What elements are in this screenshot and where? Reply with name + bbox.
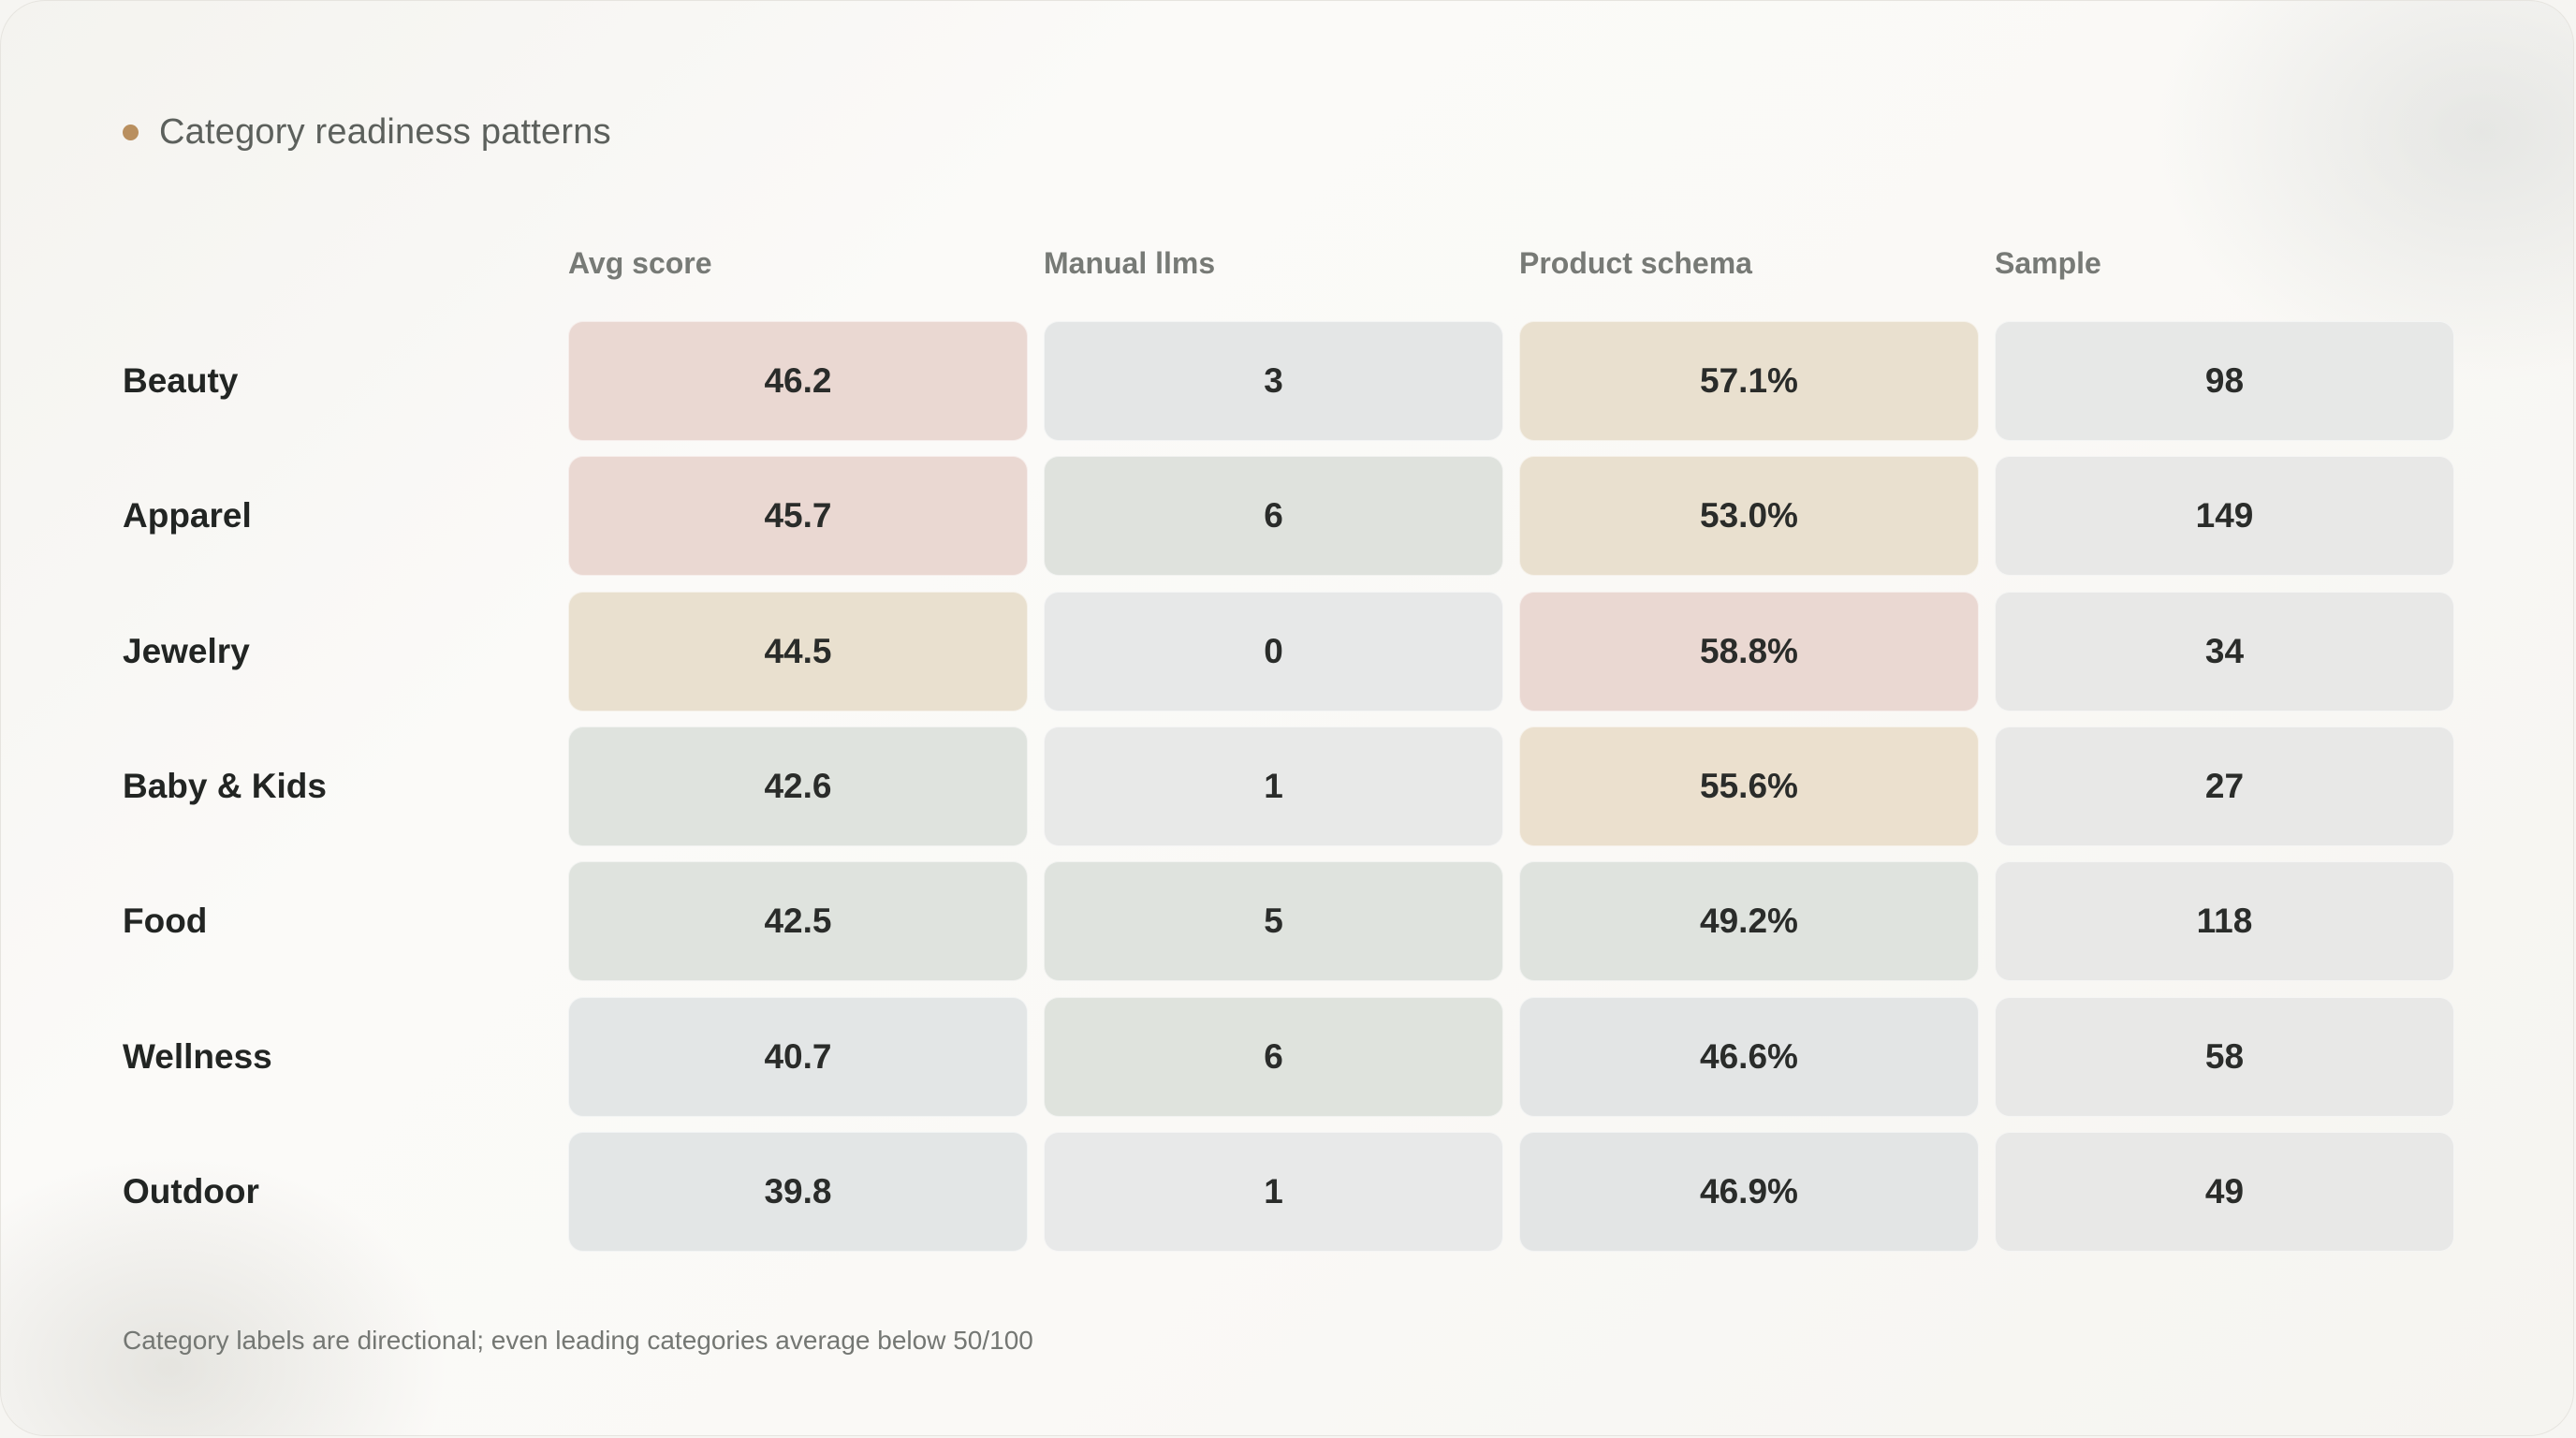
manual-llms-cell: 3	[1044, 321, 1503, 441]
sample-cell: 34	[1995, 592, 2454, 712]
sample-cell: 27	[1995, 726, 2454, 846]
product-schema-cell: 46.9%	[1519, 1132, 1979, 1252]
row-label: Apparel	[123, 496, 252, 535]
row-label: Baby & Kids	[123, 767, 327, 805]
manual-llms-cell: 6	[1044, 997, 1503, 1117]
product-schema-cell: 55.6%	[1519, 726, 1979, 846]
sample-cell: 58	[1995, 997, 2454, 1117]
sample-cell: 49	[1995, 1132, 2454, 1252]
sample-cell: 149	[1995, 456, 2454, 576]
row-label: Food	[123, 902, 208, 940]
row-label: Jewelry	[123, 632, 250, 670]
chart-title-row: Category readiness patterns	[123, 106, 611, 158]
row-label: Wellness	[123, 1037, 272, 1076]
row-label: Outdoor	[123, 1172, 259, 1211]
manual-llms-cell: 1	[1044, 726, 1503, 846]
footnote: Category labels are directional; even le…	[123, 1326, 1033, 1355]
manual-llms-cell: 5	[1044, 861, 1503, 981]
sample-cell: 118	[1995, 861, 2454, 981]
avg-score-cell: 39.8	[568, 1132, 1028, 1252]
column-header-product-schema: Product schema	[1519, 246, 1752, 280]
product-schema-cell: 53.0%	[1519, 456, 1979, 576]
product-schema-cell: 57.1%	[1519, 321, 1979, 441]
avg-score-cell: 45.7	[568, 456, 1028, 576]
chart-title: Category readiness patterns	[159, 111, 611, 152]
manual-llms-cell: 1	[1044, 1132, 1503, 1252]
title-dot-icon	[123, 124, 139, 140]
product-schema-cell: 46.6%	[1519, 997, 1979, 1117]
row-label: Beauty	[123, 361, 239, 400]
column-header-manual-llms: Manual llms	[1044, 246, 1216, 280]
product-schema-cell: 58.8%	[1519, 592, 1979, 712]
avg-score-cell: 42.5	[568, 861, 1028, 981]
sample-cell: 98	[1995, 321, 2454, 441]
manual-llms-cell: 0	[1044, 592, 1503, 712]
avg-score-cell: 42.6	[568, 726, 1028, 846]
avg-score-cell: 44.5	[568, 592, 1028, 712]
product-schema-cell: 49.2%	[1519, 861, 1979, 981]
manual-llms-cell: 6	[1044, 456, 1503, 576]
avg-score-cell: 40.7	[568, 997, 1028, 1117]
column-header-avg-score: Avg score	[568, 246, 712, 280]
avg-score-cell: 46.2	[568, 321, 1028, 441]
column-header-sample: Sample	[1995, 246, 2101, 280]
